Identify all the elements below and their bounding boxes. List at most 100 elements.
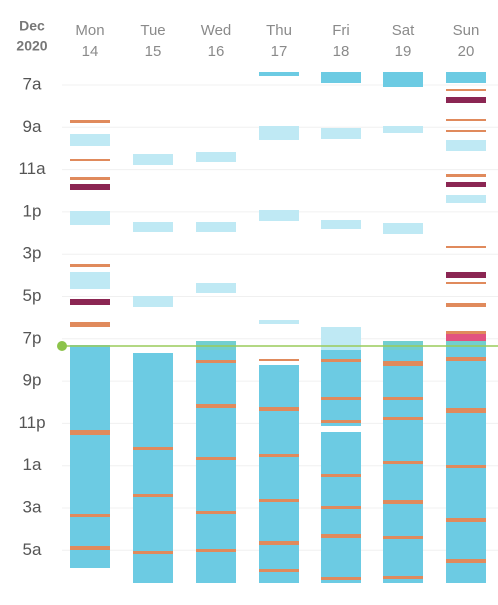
current-time-dot <box>57 341 67 351</box>
event-block[interactable] <box>446 89 486 91</box>
event-block[interactable] <box>196 152 236 162</box>
event-block[interactable] <box>133 296 173 307</box>
event-block[interactable] <box>383 397 423 400</box>
event-block[interactable] <box>446 272 486 278</box>
event-block[interactable] <box>383 126 423 133</box>
event-block[interactable] <box>321 220 361 229</box>
event-block[interactable] <box>321 350 361 426</box>
event-block[interactable] <box>446 140 486 151</box>
event-block[interactable] <box>133 154 173 165</box>
event-block[interactable] <box>383 536 423 539</box>
event-block[interactable] <box>259 72 299 76</box>
event-block[interactable] <box>321 474 361 477</box>
event-block[interactable] <box>70 299 110 305</box>
event-block[interactable] <box>259 126 299 140</box>
event-block[interactable] <box>446 559 486 563</box>
event-block[interactable] <box>196 341 236 583</box>
event-block[interactable] <box>383 461 423 464</box>
event-block[interactable] <box>259 569 299 572</box>
event-block[interactable] <box>446 130 486 132</box>
event-block[interactable] <box>259 365 299 583</box>
event-block[interactable] <box>383 500 423 504</box>
event-block[interactable] <box>446 182 486 187</box>
event-block[interactable] <box>196 511 236 514</box>
day-date: 14 <box>82 43 99 60</box>
event-block[interactable] <box>446 408 486 413</box>
event-block[interactable] <box>383 576 423 579</box>
event-block[interactable] <box>70 345 110 568</box>
event-block[interactable] <box>321 397 361 400</box>
event-block[interactable] <box>133 447 173 450</box>
event-block[interactable] <box>321 327 361 350</box>
event-block[interactable] <box>446 282 486 284</box>
event-block[interactable] <box>70 430 110 435</box>
day-date: 18 <box>333 43 350 60</box>
event-block[interactable] <box>259 320 299 324</box>
event-block[interactable] <box>446 357 486 361</box>
event-block[interactable] <box>321 128 361 139</box>
event-block[interactable] <box>446 334 486 341</box>
event-block[interactable] <box>133 222 173 232</box>
event-block[interactable] <box>196 222 236 232</box>
day-name: Wed <box>201 22 232 39</box>
event-block[interactable] <box>321 506 361 509</box>
event-block[interactable] <box>70 264 110 267</box>
time-label: 5a <box>23 540 42 559</box>
event-block[interactable] <box>321 420 361 423</box>
event-block[interactable] <box>446 72 486 83</box>
event-block[interactable] <box>70 272 110 289</box>
event-block[interactable] <box>383 223 423 234</box>
event-block[interactable] <box>446 119 486 121</box>
event-block[interactable] <box>446 97 486 103</box>
event-block[interactable] <box>446 331 486 334</box>
event-block[interactable] <box>446 174 486 177</box>
day-date: 15 <box>145 43 162 60</box>
event-block[interactable] <box>383 361 423 366</box>
time-label: 11p <box>18 413 45 432</box>
event-block[interactable] <box>259 210 299 221</box>
event-block[interactable] <box>383 417 423 420</box>
event-block[interactable] <box>196 457 236 460</box>
event-block[interactable] <box>133 353 173 583</box>
event-block[interactable] <box>446 465 486 468</box>
event-block[interactable] <box>259 407 299 411</box>
event-block[interactable] <box>259 454 299 457</box>
day-name: Thu <box>266 22 292 39</box>
event-block[interactable] <box>196 283 236 293</box>
event-block[interactable] <box>446 303 486 307</box>
event-block[interactable] <box>446 341 486 347</box>
event-block[interactable] <box>70 134 110 146</box>
event-block[interactable] <box>259 499 299 502</box>
day-date: 20 <box>458 43 475 60</box>
time-label: 7a <box>23 74 42 93</box>
event-block[interactable] <box>133 551 173 554</box>
event-block[interactable] <box>133 494 173 497</box>
event-block[interactable] <box>321 359 361 362</box>
event-block[interactable] <box>446 246 486 248</box>
time-label: 9a <box>23 117 42 136</box>
month-label: Dec <box>19 18 45 34</box>
time-label: 3a <box>23 497 42 516</box>
event-block[interactable] <box>70 177 110 180</box>
event-block[interactable] <box>321 72 361 83</box>
event-block[interactable] <box>196 549 236 552</box>
event-block[interactable] <box>70 159 110 161</box>
event-block[interactable] <box>70 120 110 123</box>
event-block[interactable] <box>321 577 361 580</box>
event-block[interactable] <box>259 541 299 545</box>
event-block[interactable] <box>70 184 110 190</box>
event-block[interactable] <box>321 534 361 538</box>
event-block[interactable] <box>446 195 486 203</box>
event-block[interactable] <box>446 341 486 583</box>
event-block[interactable] <box>196 360 236 363</box>
event-block[interactable] <box>70 514 110 517</box>
time-label: 3p <box>23 244 42 263</box>
event-block[interactable] <box>196 404 236 408</box>
event-block[interactable] <box>383 72 423 87</box>
event-block[interactable] <box>70 322 110 327</box>
event-block[interactable] <box>446 518 486 522</box>
year-label: 2020 <box>16 38 47 54</box>
event-block[interactable] <box>70 546 110 550</box>
event-block[interactable] <box>259 359 299 361</box>
event-block[interactable] <box>70 211 110 225</box>
